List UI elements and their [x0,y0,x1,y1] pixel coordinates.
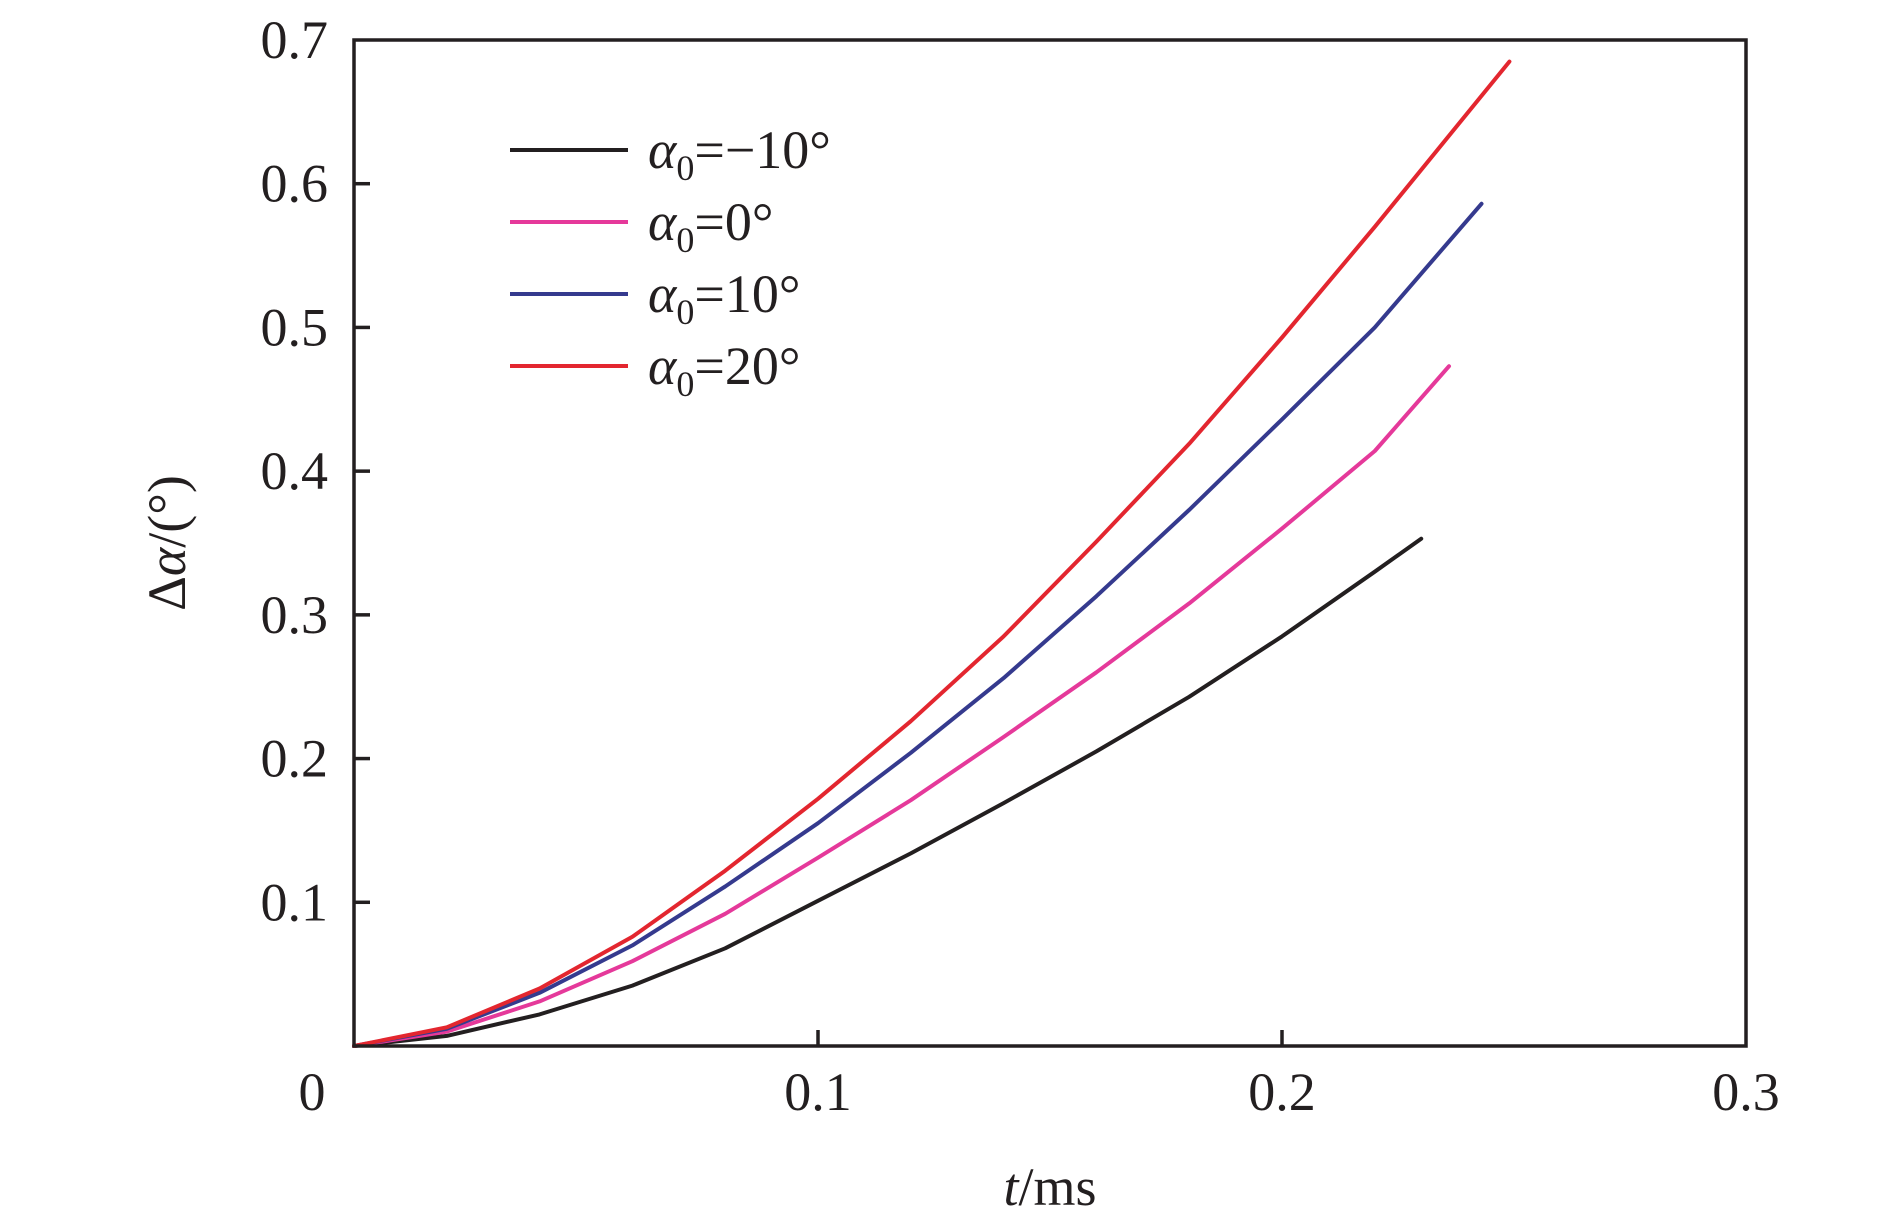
x-axis-label: t/ms [1003,1157,1096,1217]
legend-label-var-0: α [648,120,678,180]
legend-label-sub-0: 0 [676,148,694,188]
legend-label-value-3: =20° [694,336,800,396]
x-axis-label-unit: /ms [1018,1157,1096,1217]
x-tick-label-1: 0.1 [784,1062,852,1122]
series-line-0 [352,536,1424,1048]
y-axis-label-unit: /(°) [137,475,197,548]
legend-label-value-0: =−10° [694,120,831,180]
y-tick-label-4: 0.5 [261,297,329,357]
x-tick-label-0: 0 [299,1062,326,1122]
legend-label-value-1: =0° [694,192,773,252]
y-tick-label-6: 0.7 [261,10,329,70]
y-axis: 0.1 0.2 0.3 0.4 0.5 0.6 0.7 [261,10,370,932]
legend-label-0: α0=−10° [648,120,831,188]
legend-label-sub-3: 0 [676,364,694,404]
y-tick-label-0: 0.1 [261,872,329,932]
y-axis-label: Δα/(°) [137,475,197,611]
legend-label-sub-1: 0 [676,220,694,260]
legend-label-sub-2: 0 [676,292,694,332]
series-line-1 [352,364,1451,1048]
y-tick-label-2: 0.3 [261,585,329,645]
y-axis-label-var: α [137,546,197,576]
y-tick-label-1: 0.2 [261,729,329,789]
legend-label-var-3: α [648,336,678,396]
legend-label-var-2: α [648,264,678,324]
legend-label-1: α0=0° [648,192,773,260]
y-tick-label-3: 0.4 [261,441,329,501]
plot-frame [352,38,1748,1048]
x-tick-label-2: 0.2 [1248,1062,1316,1122]
legend-label-value-2: =10° [694,264,800,324]
y-tick-label-5: 0.6 [261,154,329,214]
series-line-3 [352,59,1512,1048]
legend-label-var-1: α [648,192,678,252]
legend: α0=−10°α0=0°α0=10°α0=20° [510,120,831,404]
x-tick-label-3: 0.3 [1712,1062,1780,1122]
x-axis: 0 0.1 0.2 0.3 [299,1030,1780,1122]
series-line-2 [352,201,1484,1048]
legend-label-2: α0=10° [648,264,800,332]
legend-label-3: α0=20° [648,336,800,404]
y-axis-label-prefix: Δ [137,576,197,611]
x-axis-label-var: t [1003,1157,1020,1217]
